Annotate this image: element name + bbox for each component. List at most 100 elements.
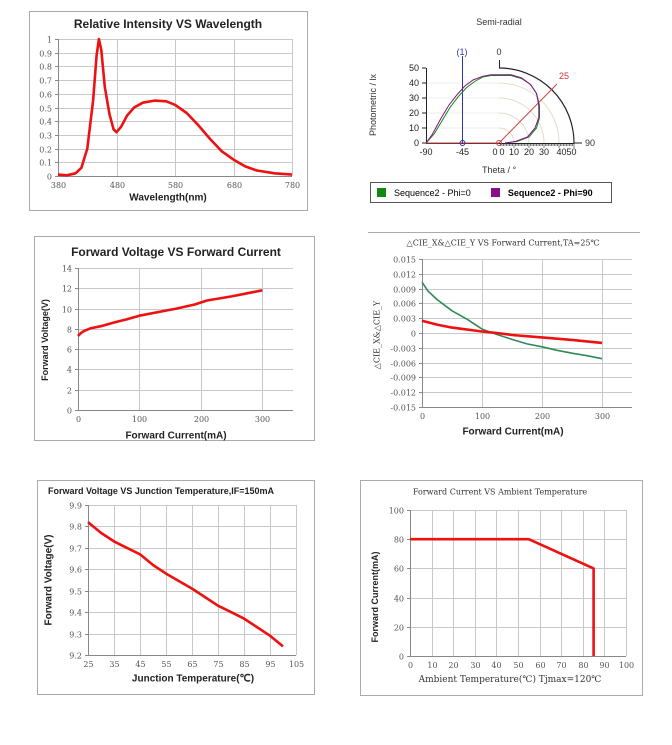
y-tick-label: 0.1 <box>39 159 52 168</box>
legend-item: Sequence2 - Phi=90 <box>490 188 593 198</box>
x-tick-label: 10 <box>509 147 519 157</box>
y-tick-label: 0.006 <box>393 300 416 309</box>
chart4-xlabel: Forward Current(mA) <box>462 426 564 438</box>
chart4-title: △CIE_X&△CIE_Y VS Forward Current,TA=25℃ <box>406 238 600 248</box>
y-tick-label: 2 <box>67 387 72 396</box>
y-tick-label: 9.8 <box>69 523 82 532</box>
y-tick-label: 8 <box>67 326 72 335</box>
x-tick-label: 300 <box>255 415 270 424</box>
chart-frame <box>34 236 315 441</box>
x-tick-label: 75 <box>213 660 223 669</box>
x-tick-label: 30 <box>470 661 480 670</box>
chart-3: 0 2 4 6 8 10 12 14 0 100 200 300 <box>34 236 315 441</box>
y-tick-label: 20 <box>409 108 419 118</box>
x-tick-label: 4050 <box>556 147 576 157</box>
chart2-xlabel: Theta / ° <box>481 165 517 175</box>
x-tick-label: 200 <box>535 412 550 421</box>
polar-outer-arc <box>498 67 575 144</box>
y-tick-label: 80 <box>394 536 404 545</box>
x-tick-label: 20 <box>448 661 458 670</box>
y-tick-label: 0.009 <box>393 286 416 295</box>
y-tick-label: 10 <box>409 123 419 133</box>
x-tick-label: 0 <box>420 412 425 421</box>
legend-item: Sequence2 - Phi=0 <box>377 188 471 198</box>
y-tick-label: 0 <box>67 407 72 416</box>
chart3-ylabel: Forward Voltage(V) <box>40 299 50 381</box>
y-tick-label: 14 <box>62 265 72 274</box>
chart2-legend: Sequence2 - Phi=0 Sequence2 - Phi=90 <box>370 182 612 203</box>
x-tick-label: 0 <box>76 415 81 424</box>
x-tick-label: 60 <box>535 661 545 670</box>
y-tick-label: 9.6 <box>69 566 82 575</box>
x-tick-label: 780 <box>285 181 300 190</box>
polar-grid-arc <box>498 82 560 144</box>
chart2-ylabel: Photometric / lx <box>368 73 378 137</box>
x-tick-label: 90 <box>599 661 609 670</box>
x-tick-label: 85 <box>239 660 249 669</box>
y-tick-label: 20 <box>394 624 404 633</box>
chart6-ylabel: Forward Current(mA) <box>370 551 380 643</box>
origin-marker <box>496 140 502 146</box>
x-tick-label: 100 <box>132 415 147 424</box>
x-tick-label: 55 <box>161 660 171 669</box>
series-line-1 <box>57 37 293 177</box>
chart2-title: Semi-radial <box>476 17 522 27</box>
chart-1: 0 0.1 0.2 0.3 0.4 0.5 0.6 0.7 0.8 0.9 1 380 480 580 68… <box>29 11 308 211</box>
y-tick-label: 12 <box>62 285 72 294</box>
x-tick-label: 40 <box>491 661 501 670</box>
y-tick-label: 0.9 <box>39 50 52 59</box>
y-tick-label: 6 <box>67 346 72 355</box>
y-tick-label: 9.3 <box>69 631 82 640</box>
x-tick-label: 200 <box>194 415 209 424</box>
chart2-right-label: 90 <box>584 138 596 148</box>
series-line-1 <box>425 75 540 144</box>
x-tick-label: 50 <box>513 661 523 670</box>
series-line-2 <box>425 74 540 144</box>
y-tick-label: 0.3 <box>39 132 52 141</box>
x-tick-label: 25 <box>83 660 93 669</box>
y-tick-label: 0.003 <box>393 315 416 324</box>
y-tick-label: 9.7 <box>69 545 82 554</box>
x-tick-label: 10 <box>427 661 437 670</box>
x-tick-label: 105 <box>289 660 304 669</box>
y-tick-label: 0.012 <box>393 271 416 280</box>
y-tick-label: -0.012 <box>390 389 416 398</box>
y-tick-label: 4 <box>67 366 72 375</box>
series-line-1 <box>421 281 603 360</box>
chart2-top-label: 0 <box>496 47 502 57</box>
y-tick-label: -0.006 <box>390 360 416 369</box>
x-tick-label: 65 <box>187 660 197 669</box>
series-line-1 <box>87 521 284 648</box>
y-tick-label: 30 <box>409 93 419 103</box>
y-tick-label: 0.7 <box>39 77 52 86</box>
y-tick-label: -0.003 <box>390 345 416 354</box>
angle-line <box>498 83 558 144</box>
chart-frame <box>29 11 308 211</box>
x-tick-label: 100 <box>619 661 634 670</box>
y-tick-label: 0.015 <box>393 256 416 265</box>
chart2-angle-label: 25 <box>558 71 570 81</box>
y-tick-label: 10 <box>62 306 72 315</box>
y-tick-label: 40 <box>394 595 404 604</box>
y-tick-label: 9.5 <box>69 588 82 597</box>
x-tick-label: 480 <box>110 181 125 190</box>
y-tick-label: 0 <box>411 330 416 339</box>
chart-4: -0.015 -0.012 -0.009 -0.006 -0.003 0 0.003 0.00… <box>368 232 640 421</box>
legend-swatch <box>490 188 500 197</box>
chart-frame <box>37 480 315 695</box>
x-tick-label: 95 <box>265 660 275 669</box>
x-tick-label: 0 <box>408 661 413 670</box>
chart3-title: Forward Voltage VS Forward Current <box>71 245 281 259</box>
legend-swatch <box>377 188 386 197</box>
y-tick-label: 9.4 <box>69 609 82 618</box>
series-line-2 <box>421 319 603 345</box>
chart6-title: Forward Current VS Ambient Temperature <box>412 487 588 497</box>
y-tick-label: 1 <box>47 36 52 45</box>
x-tick-label: 300 <box>595 412 610 421</box>
chart-frame <box>360 480 643 696</box>
series-line-1 <box>410 537 595 656</box>
chart1-xlabel: Wavelength(nm) <box>129 192 207 204</box>
chart-6: 0 20 40 60 80 100 0 10 20 30 40 50 60 70 80 90 100 <box>360 480 643 696</box>
chart4-ylabel: △CIE_X&△CIE_Y <box>372 300 382 370</box>
